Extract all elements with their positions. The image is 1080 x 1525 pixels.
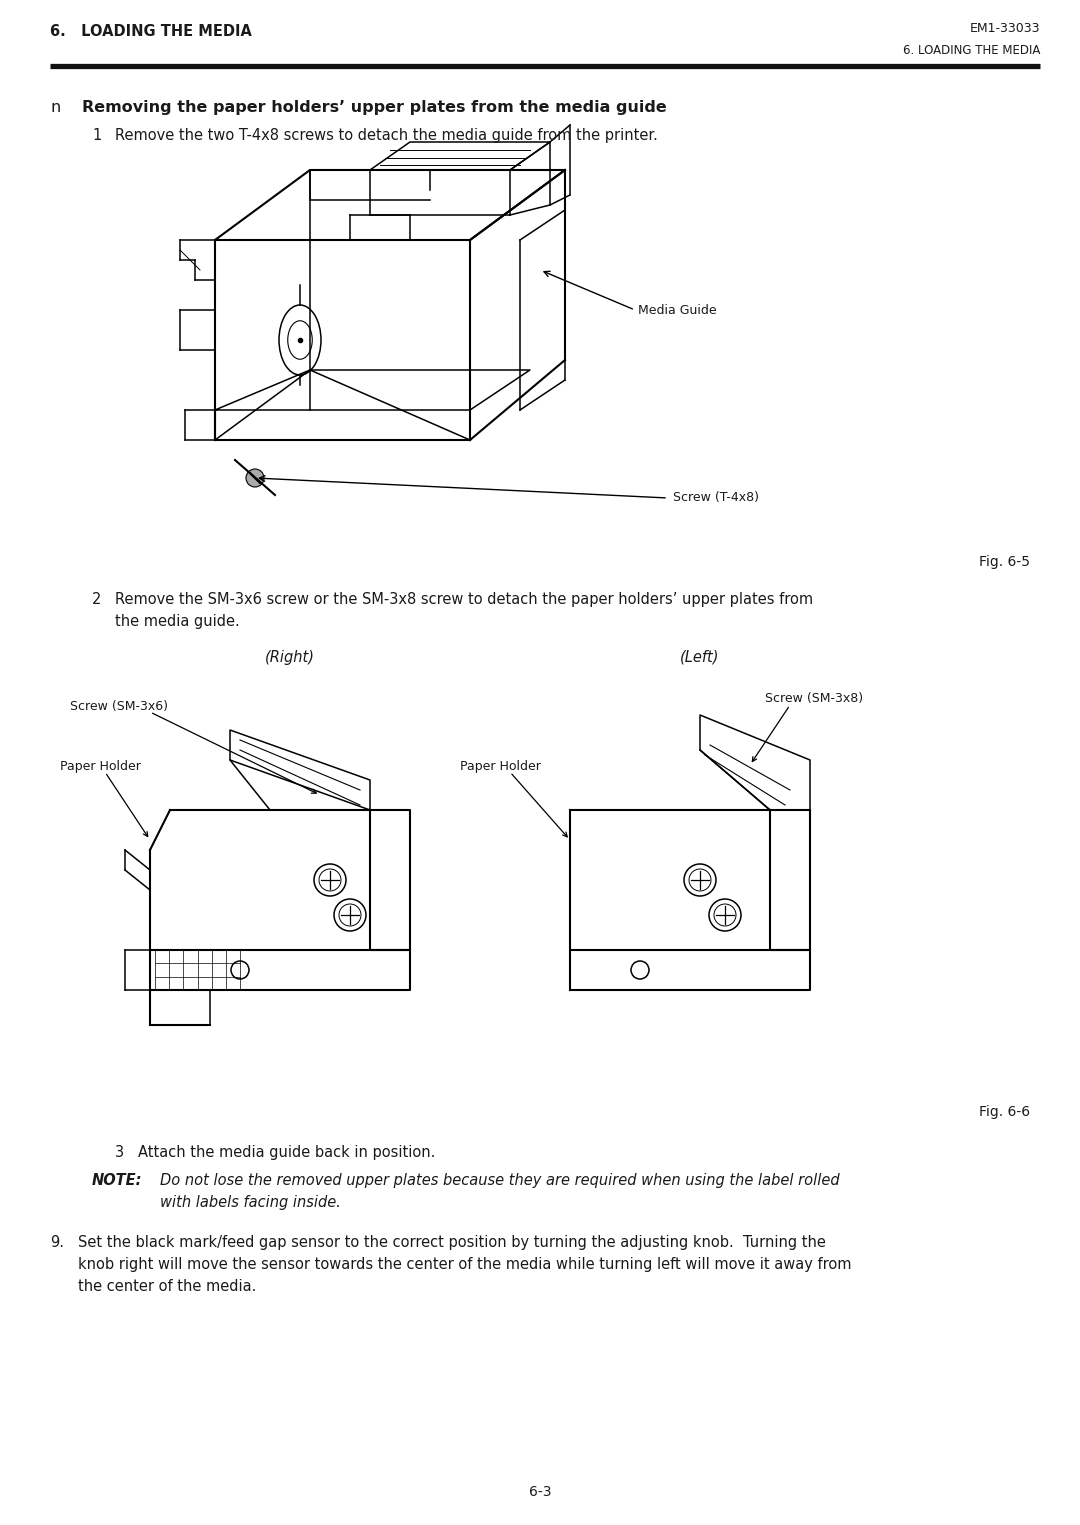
Text: (Right): (Right) — [265, 650, 315, 665]
Text: Screw (SM-3x6): Screw (SM-3x6) — [70, 700, 168, 714]
Text: (Left): (Left) — [680, 650, 719, 665]
Text: Media Guide: Media Guide — [638, 303, 717, 317]
Text: 6.   LOADING THE MEDIA: 6. LOADING THE MEDIA — [50, 24, 252, 40]
Text: the center of the media.: the center of the media. — [78, 1279, 256, 1295]
Text: Removing the paper holders’ upper plates from the media guide: Removing the paper holders’ upper plates… — [82, 101, 666, 114]
Text: EM1-33033: EM1-33033 — [970, 21, 1040, 35]
Text: knob right will move the sensor towards the center of the media while turning le: knob right will move the sensor towards … — [78, 1257, 851, 1272]
Text: Screw (T-4x8): Screw (T-4x8) — [673, 491, 759, 505]
Text: 9.: 9. — [50, 1235, 64, 1250]
Text: n: n — [50, 101, 60, 114]
Text: with labels facing inside.: with labels facing inside. — [160, 1196, 341, 1209]
Text: Set the black mark/feed gap sensor to the correct position by turning the adjust: Set the black mark/feed gap sensor to th… — [78, 1235, 826, 1250]
Text: 6-3: 6-3 — [529, 1485, 551, 1499]
Text: 3: 3 — [114, 1145, 124, 1161]
Text: 6. LOADING THE MEDIA: 6. LOADING THE MEDIA — [903, 44, 1040, 56]
Text: Paper Holder: Paper Holder — [60, 759, 140, 773]
Text: Remove the SM-3x6 screw or the SM-3x8 screw to detach the paper holders’ upper p: Remove the SM-3x6 screw or the SM-3x8 sc… — [114, 592, 813, 607]
Circle shape — [246, 470, 264, 486]
Text: 1: 1 — [92, 128, 102, 143]
Text: Screw (SM-3x8): Screw (SM-3x8) — [765, 692, 863, 705]
Text: Do not lose the removed upper plates because they are required when using the la: Do not lose the removed upper plates bec… — [160, 1173, 839, 1188]
Text: Fig. 6-6: Fig. 6-6 — [978, 1106, 1030, 1119]
Text: the media guide.: the media guide. — [114, 615, 240, 628]
Text: NOTE:: NOTE: — [92, 1173, 143, 1188]
Text: Paper Holder: Paper Holder — [460, 759, 541, 773]
Text: Attach the media guide back in position.: Attach the media guide back in position. — [138, 1145, 435, 1161]
Text: Remove the two T-4x8 screws to detach the media guide from the printer.: Remove the two T-4x8 screws to detach th… — [114, 128, 658, 143]
Text: Fig. 6-5: Fig. 6-5 — [978, 555, 1030, 569]
Text: 2: 2 — [92, 592, 102, 607]
